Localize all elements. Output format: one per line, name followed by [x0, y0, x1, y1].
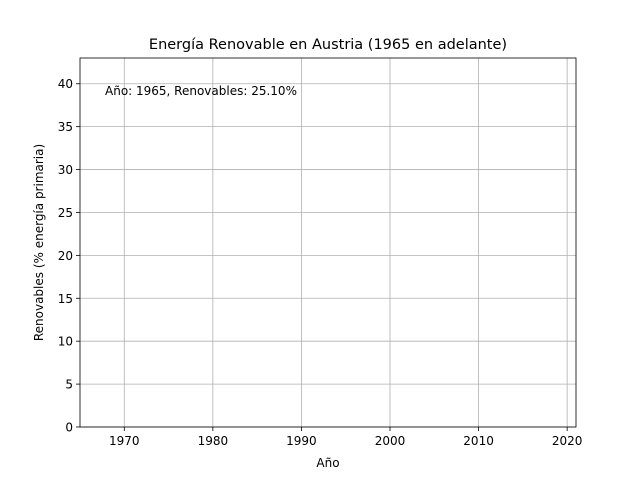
y-axis-label: Renovables (% energía primaria) [32, 144, 46, 341]
y-tick-label: 0 [65, 421, 73, 435]
x-tick-label: 1980 [198, 434, 229, 448]
y-tick-label: 5 [65, 378, 73, 392]
chart-title: Energía Renovable en Austria (1965 en ad… [149, 37, 507, 53]
x-tick-label: 2010 [463, 434, 494, 448]
x-tick-label: 1990 [286, 434, 317, 448]
plot-frame [79, 57, 577, 428]
annotation-text: Año: 1965, Renovables: 25.10% [105, 84, 297, 98]
y-tick-label: 25 [58, 206, 73, 220]
x-tick-label: 1970 [109, 434, 140, 448]
x-tick-label: 2020 [552, 434, 583, 448]
y-tick-label: 35 [58, 120, 73, 134]
x-axis-label: Año [316, 456, 339, 470]
tick-layer: 1970 1980 1990 2000 2010 2020 0 5 10 15 20 25 30 35 40 [58, 77, 583, 448]
y-tick-label: 30 [58, 163, 73, 177]
grid-layer [80, 58, 576, 428]
y-tick-label: 20 [58, 249, 73, 263]
y-tick-label: 15 [58, 292, 73, 306]
y-tick-label: 10 [58, 335, 73, 349]
y-tick-label: 40 [58, 77, 73, 91]
x-tick-label: 2000 [375, 434, 406, 448]
